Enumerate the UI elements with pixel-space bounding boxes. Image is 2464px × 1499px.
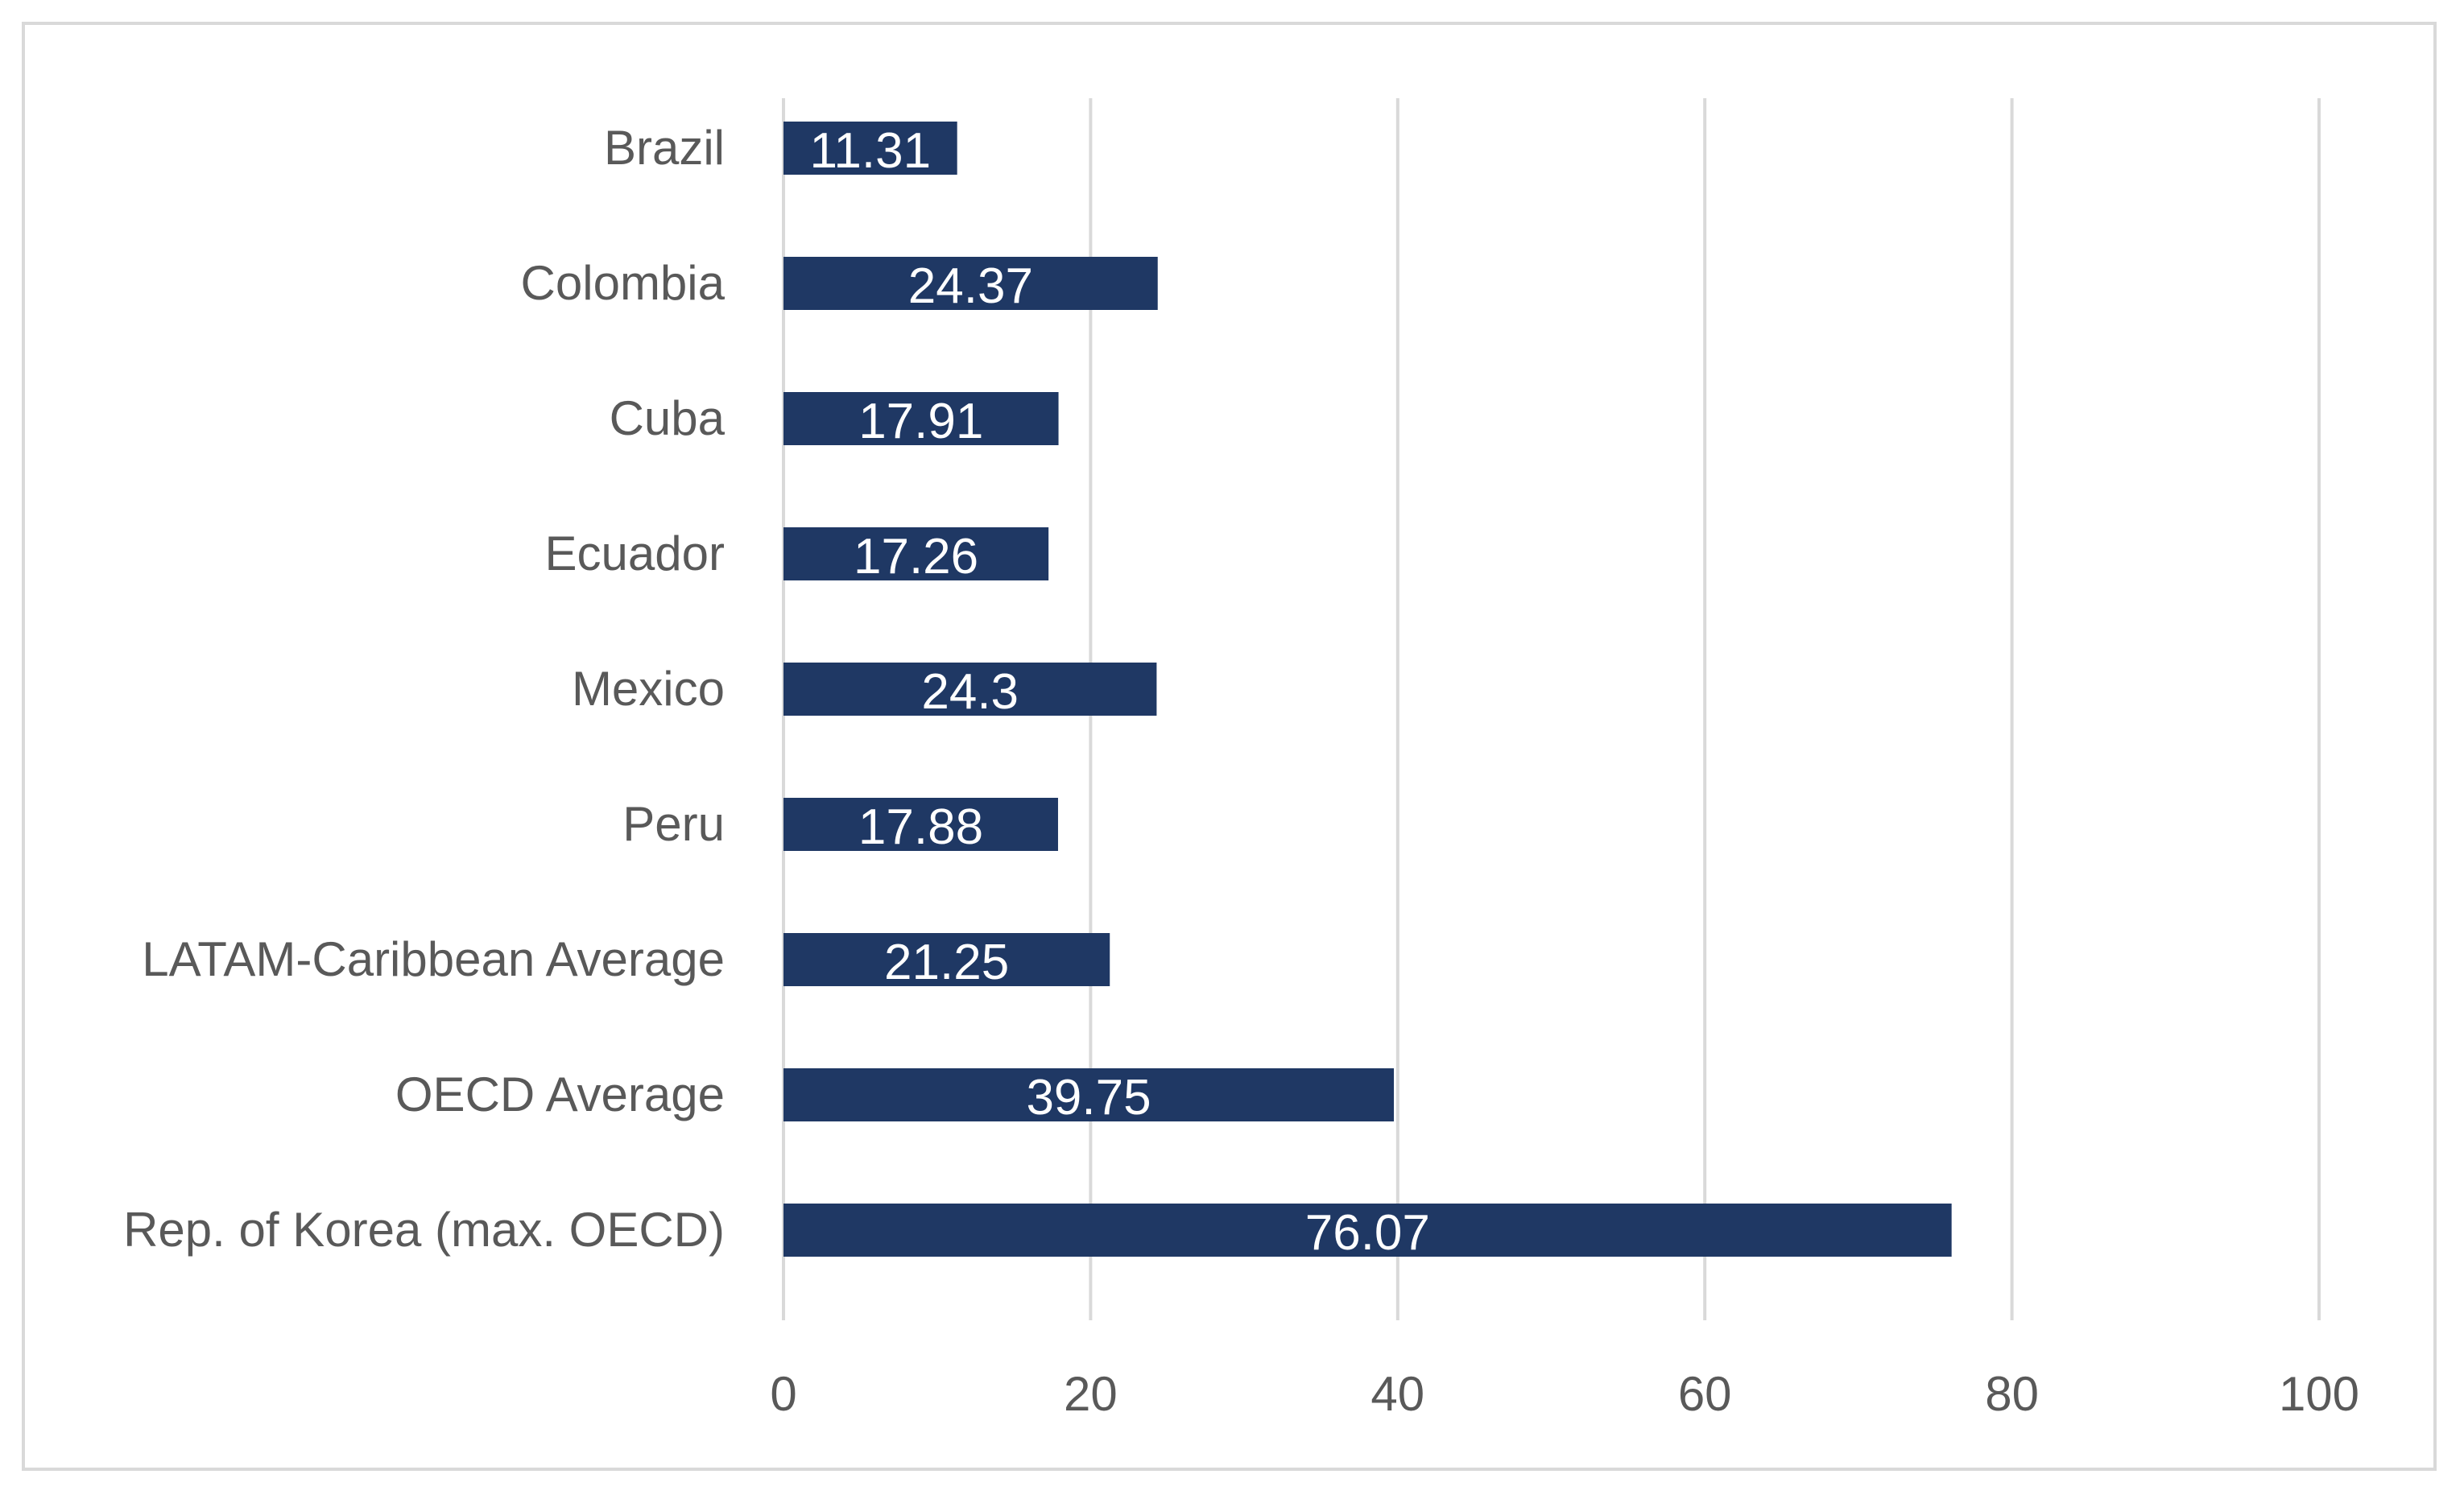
category-label: Rep. of Korea (max. OECD) [123, 1203, 725, 1257]
category-labels: Brazil Colombia Cuba Ecuador Mexico Peru LATAM… [123, 121, 726, 1257]
data-label: 24.3 [921, 664, 1019, 720]
bar [783, 663, 1157, 716]
data-label: 17.91 [858, 394, 983, 449]
category-label: Cuba [610, 391, 726, 445]
x-tick-label: 60 [1678, 1367, 1732, 1421]
bar [783, 527, 1049, 580]
x-tick-label: 80 [1985, 1367, 2039, 1421]
bar [783, 257, 1158, 310]
category-label: Ecuador [545, 527, 725, 580]
x-tick-label: 100 [2279, 1367, 2359, 1421]
x-axis-tick-labels: 0 20 40 60 80 100 [770, 1367, 2359, 1421]
bar [783, 798, 1058, 851]
bar [783, 122, 957, 175]
x-tick-label: 0 [770, 1367, 796, 1421]
bar [783, 392, 1059, 445]
bar [783, 933, 1110, 986]
category-label: OECD Average [395, 1067, 725, 1121]
data-label: 24.37 [908, 258, 1033, 314]
data-label: 17.88 [858, 799, 983, 855]
x-tick-label: 20 [1064, 1367, 1118, 1421]
category-label: Brazil [604, 121, 725, 175]
x-tick-label: 40 [1370, 1367, 1424, 1421]
data-label: 21.25 [884, 935, 1009, 990]
bar [783, 1204, 1952, 1257]
data-labels: 11.31 24.37 17.91 17.26 24.3 17.88 21.25 39.75 7… [810, 123, 1430, 1261]
bars [783, 122, 1952, 1257]
category-label: Mexico [572, 662, 725, 716]
category-label: Colombia [521, 256, 726, 310]
data-label: 17.26 [854, 529, 978, 584]
category-label: LATAM-Caribbean Average [142, 932, 725, 986]
data-label: 39.75 [1026, 1070, 1151, 1125]
category-label: Peru [622, 797, 725, 851]
data-label: 11.31 [810, 123, 932, 179]
bar [783, 1068, 1395, 1121]
data-label: 76.07 [1305, 1205, 1430, 1261]
